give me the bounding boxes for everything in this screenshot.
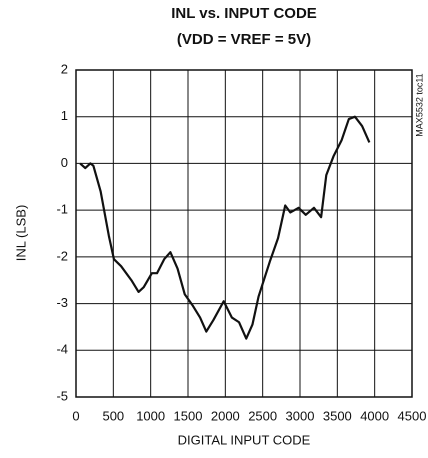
x-tick-label: 0 xyxy=(72,408,79,423)
y-tick-label: -4 xyxy=(56,342,68,357)
x-tick-label: 1500 xyxy=(174,408,203,423)
x-axis-label: DIGITAL INPUT CODE xyxy=(178,432,311,447)
chart-subtitle: (VDD = VREF = 5V) xyxy=(177,31,311,48)
chart-title: INL vs. INPUT CODE xyxy=(171,5,317,22)
x-tick-label: 3500 xyxy=(323,408,352,423)
y-tick-label: -3 xyxy=(56,295,68,310)
y-tick-label: -1 xyxy=(56,202,68,217)
y-tick-label: 2 xyxy=(61,61,68,76)
y-tick-label: -5 xyxy=(56,388,68,403)
x-tick-label: 3000 xyxy=(286,408,315,423)
annotation: MAX5532 toc11 xyxy=(414,73,424,136)
y-tick-label: -2 xyxy=(56,248,68,263)
x-tick-label: 2500 xyxy=(248,408,277,423)
x-tick-label: 500 xyxy=(102,408,124,423)
y-tick-label: 0 xyxy=(61,155,68,170)
data-line xyxy=(79,115,371,340)
y-tick-label: 1 xyxy=(61,108,68,123)
x-tick-label: 4500 xyxy=(398,408,427,423)
x-tick-label: 4000 xyxy=(360,408,389,423)
y-axis-label: INL (LSB) xyxy=(13,205,28,262)
x-tick-label: 1000 xyxy=(136,408,165,423)
plot-frame xyxy=(75,69,413,398)
x-tick-label: 2000 xyxy=(211,408,240,423)
